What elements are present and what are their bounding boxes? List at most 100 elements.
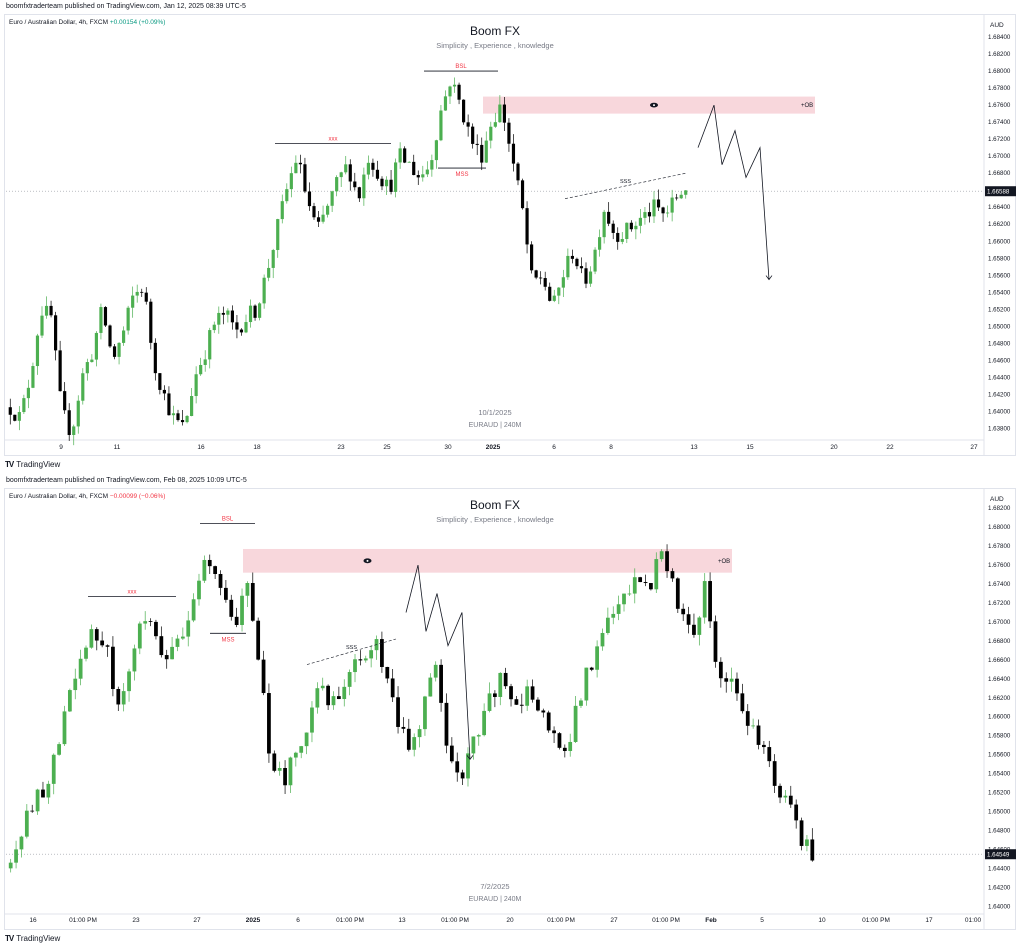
bsl-label: BSL [455, 64, 467, 70]
candle-body [336, 696, 341, 699]
candle-body [579, 266, 584, 269]
candle-body [31, 366, 35, 388]
candle-body [105, 645, 110, 647]
candle-body [143, 621, 148, 624]
candle-body [72, 426, 76, 435]
watermark-title: Boom FX [469, 498, 520, 512]
candle-body [94, 629, 99, 641]
time-tick-label: 23 [337, 444, 345, 451]
candle-body [561, 277, 565, 288]
tradingview-icon: TV [5, 460, 14, 469]
price-chart[interactable]: AUD 1.68400 1.68200 1.68000 1.67800 1.67600 1.… [0, 0, 1024, 474]
candle-body [330, 191, 334, 206]
candle-body [675, 197, 679, 199]
symbol-name: Euro / Australian Dollar, 4h, FXCM [9, 493, 108, 500]
time-tick-label: 25 [383, 444, 391, 451]
candle-body [452, 84, 457, 87]
time-tick-label: 18 [253, 444, 261, 451]
candle-body [493, 693, 497, 697]
candle-body [148, 621, 153, 622]
candle-body [762, 744, 766, 748]
candle-body [331, 696, 336, 706]
candle-body [185, 415, 189, 423]
time-tick-label: 01:00 PM [862, 917, 890, 924]
publisher-line: boomfxtraderteam published on TradingVie… [6, 3, 246, 10]
candle-body [158, 373, 162, 390]
chart-frame[interactable] [4, 14, 1016, 456]
time-tick-label: 10 [818, 917, 826, 924]
chart-frame[interactable] [4, 488, 1016, 930]
candle-body [600, 632, 605, 647]
candle-body [611, 223, 615, 233]
candle-body [489, 126, 493, 141]
tradingview-logo[interactable]: TV TradingView [5, 460, 60, 469]
candle-body [256, 620, 261, 660]
candle-body [767, 747, 772, 762]
candle-body [584, 667, 589, 701]
time-tick-label: 01:00 PM [652, 917, 680, 924]
candle-body [135, 291, 139, 296]
candle-body [380, 178, 384, 187]
candle-body [443, 96, 448, 111]
candle-body [258, 303, 262, 318]
candle-body [643, 582, 648, 584]
candle-body [362, 174, 366, 199]
time-tick-label: 11 [114, 444, 121, 451]
time-tick-label: 23 [132, 917, 140, 924]
time-tick-label: Feb [705, 917, 717, 924]
candle-body [729, 678, 734, 682]
symbol-legend[interactable]: Euro / Australian Dollar, 4h, FXCM +0.00… [9, 19, 165, 26]
candle-body [654, 559, 659, 590]
candle-body [423, 696, 427, 730]
currency-label: AUD [990, 496, 1004, 503]
candle-body [511, 143, 516, 164]
chart-panel-feb: boomfxtraderteam published on TradingVie… [0, 474, 1024, 948]
price-tick-label: 1.64000 [988, 408, 1011, 415]
watermark-title: Boom FX [469, 24, 520, 38]
tradingview-icon: TV [5, 934, 14, 943]
candle-body [240, 595, 244, 625]
price-tick-label: 1.66400 [988, 676, 1011, 683]
candle-body [298, 162, 302, 165]
candle-body [299, 746, 304, 753]
price-tick-label: 1.65800 [988, 255, 1011, 262]
candle-body [212, 324, 216, 331]
candle-body [261, 659, 266, 694]
candle-body [304, 732, 309, 747]
tradingview-logo[interactable]: TV TradingView [5, 934, 60, 943]
projection-path [697, 104, 770, 280]
candle-body [316, 217, 321, 222]
symbol-legend[interactable]: Euro / Australian Dollar, 4h, FXCM −0.00… [9, 493, 165, 500]
candle-body [525, 208, 529, 245]
price-tick-label: 1.64000 [988, 903, 1011, 910]
candle-body [449, 745, 454, 762]
candle-body [131, 295, 135, 308]
ob-label: +OB [718, 559, 730, 565]
candle-body [598, 237, 602, 250]
candle-body [416, 175, 420, 178]
time-tick-label: 9 [59, 444, 63, 451]
candle-body [171, 413, 176, 416]
price-chart[interactable]: AUD 1.68200 1.68000 1.67800 1.67600 1.67400 1.… [0, 474, 1024, 948]
candle-body [90, 359, 94, 363]
price-tick-label: 1.68400 [988, 34, 1011, 41]
candle-body [659, 551, 664, 560]
candle-body [389, 179, 393, 192]
candle-body [475, 143, 479, 145]
candle-body [26, 387, 30, 399]
candle-body [661, 207, 665, 214]
candle-body [250, 583, 255, 621]
candle-body [194, 374, 198, 397]
candle-body [679, 194, 683, 199]
candle-body [127, 671, 131, 692]
candle-body [421, 174, 425, 178]
candle-body [713, 621, 718, 662]
price-tick-label: 1.67600 [988, 562, 1011, 569]
candle-body [810, 839, 815, 861]
candle-body [516, 163, 520, 181]
candle-body [153, 342, 157, 374]
candle-body [708, 581, 712, 622]
projection-path [405, 564, 471, 760]
candle-body [176, 413, 180, 421]
candle-body [24, 810, 29, 837]
